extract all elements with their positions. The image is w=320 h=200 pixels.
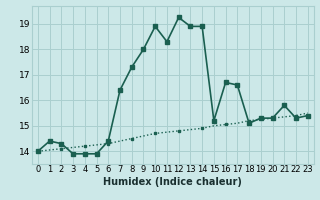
X-axis label: Humidex (Indice chaleur): Humidex (Indice chaleur) [103, 177, 242, 187]
